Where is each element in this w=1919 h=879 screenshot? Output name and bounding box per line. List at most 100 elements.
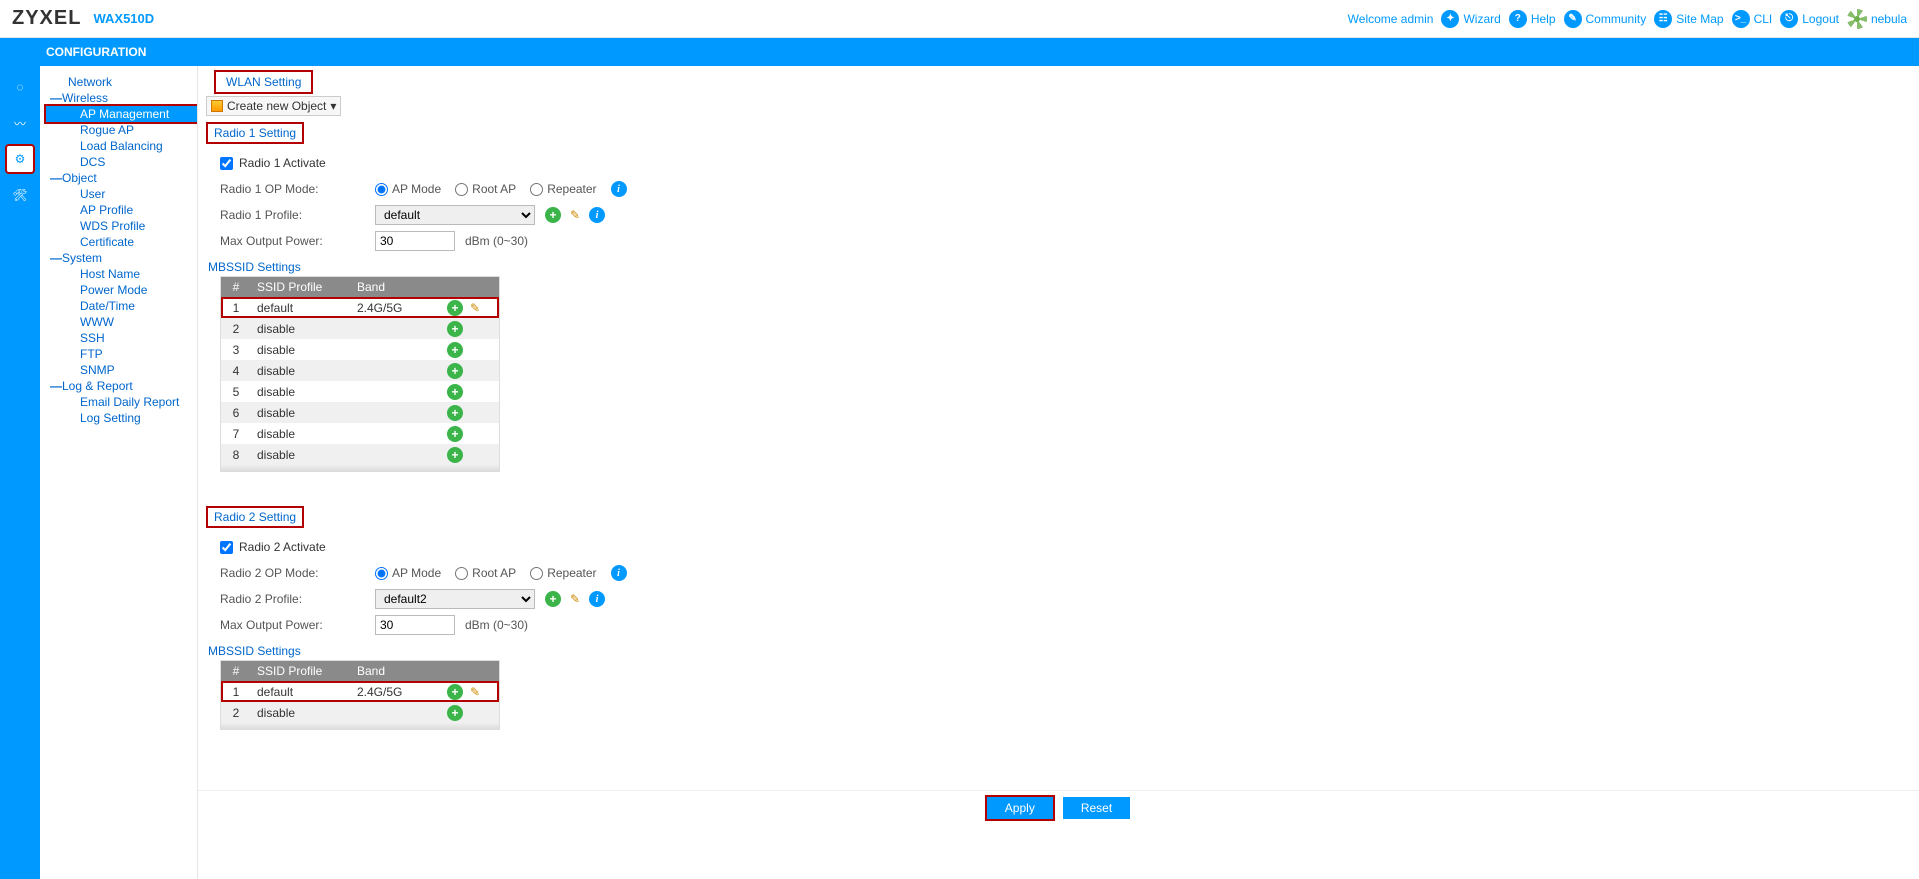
row-add-icon[interactable]: +	[447, 342, 463, 358]
nav-network[interactable]: Network	[46, 74, 197, 90]
radio1-activate-checkbox[interactable]	[220, 157, 233, 170]
nav-certificate[interactable]: Certificate	[46, 234, 197, 250]
row-index: 7	[221, 425, 251, 443]
nav-date-time[interactable]: Date/Time	[46, 298, 197, 314]
radio2-activate-checkbox[interactable]	[220, 541, 233, 554]
nav-dcs[interactable]: DCS	[46, 154, 197, 170]
row-add-icon[interactable]: +	[447, 363, 463, 379]
row-edit-icon[interactable]: ✎	[467, 300, 483, 316]
nav-wds-profile[interactable]: WDS Profile	[46, 218, 197, 234]
radio1-activate-label: Radio 1 Activate	[239, 156, 326, 170]
radio2-opmode-root[interactable]: Root AP	[455, 566, 516, 580]
row-add-icon[interactable]: +	[447, 321, 463, 337]
radio1-opmode-ap[interactable]: AP Mode	[375, 182, 441, 196]
row-ssid: default	[251, 683, 351, 701]
nav-system-label: System	[62, 251, 102, 265]
radio1-opmode-repeater[interactable]: Repeater	[530, 182, 596, 196]
radio2-opmode-info-icon[interactable]: i	[611, 565, 627, 581]
row-index: 5	[221, 383, 251, 401]
top-links: Welcome admin ✦Wizard ?Help ✎Community ☷…	[1348, 9, 1907, 29]
radio2-maxpower-input[interactable]	[375, 615, 455, 635]
radio2-profile-select[interactable]: default2	[375, 589, 535, 609]
nav-load-balancing[interactable]: Load Balancing	[46, 138, 197, 154]
col-ssid: SSID Profile	[251, 661, 351, 681]
row-add-icon[interactable]: +	[447, 384, 463, 400]
reset-button[interactable]: Reset	[1063, 797, 1130, 819]
nav-www[interactable]: WWW	[46, 314, 197, 330]
radio1-profile-select[interactable]: default	[375, 205, 535, 225]
radio1-table-scroll[interactable]	[221, 465, 499, 471]
row-add-icon[interactable]: +	[447, 405, 463, 421]
help-link[interactable]: ?Help	[1509, 10, 1556, 28]
nav-user[interactable]: User	[46, 186, 197, 202]
radio1-maxpower-unit: dBm (0~30)	[465, 234, 528, 248]
action-buttons: Apply Reset	[198, 790, 1919, 825]
radio1-opmode-root[interactable]: Root AP	[455, 182, 516, 196]
nav-system[interactable]: —System	[46, 250, 197, 266]
apply-button[interactable]: Apply	[987, 797, 1053, 819]
nav-ap-management[interactable]: AP Management	[46, 106, 197, 122]
radio1-table-header: # SSID Profile Band	[221, 277, 499, 297]
radio2-profile-label: Radio 2 Profile:	[220, 592, 375, 606]
radio1-maxpower-label: Max Output Power:	[220, 234, 375, 248]
cli-link[interactable]: >_CLI	[1732, 10, 1773, 28]
nav-email-daily-report[interactable]: Email Daily Report	[46, 394, 197, 410]
row-add-icon[interactable]: +	[447, 684, 463, 700]
nav-log-setting[interactable]: Log Setting	[46, 410, 197, 426]
row-add-icon[interactable]: +	[447, 705, 463, 721]
nav-object[interactable]: —Object	[46, 170, 197, 186]
nav-snmp[interactable]: SNMP	[46, 362, 197, 378]
radio2-table-scroll[interactable]	[221, 723, 499, 729]
content-pane: WLAN Setting Create new Object ▾ Radio 1…	[198, 66, 1919, 879]
table-row[interactable]: 2disable+	[221, 318, 499, 339]
radio2-opmode-ap[interactable]: AP Mode	[375, 566, 441, 580]
nav-log-report[interactable]: —Log & Report	[46, 378, 197, 394]
nav-wireless[interactable]: —Wireless	[46, 90, 197, 106]
table-row[interactable]: 8disable+	[221, 444, 499, 465]
radio1-maxpower-input[interactable]	[375, 231, 455, 251]
row-add-icon[interactable]: +	[447, 300, 463, 316]
radio1-profile-add-icon[interactable]: +	[545, 207, 561, 223]
rail-configuration-icon[interactable]: ⚙	[5, 144, 35, 174]
logout-link[interactable]: ⎋Logout	[1780, 10, 1839, 28]
radio2-opmode-repeater[interactable]: Repeater	[530, 566, 596, 580]
logout-icon: ⎋	[1780, 10, 1798, 28]
nav-host-name[interactable]: Host Name	[46, 266, 197, 282]
nebula-link[interactable]: nebula	[1847, 9, 1907, 29]
table-row[interactable]: 4disable+	[221, 360, 499, 381]
radio1-profile-edit-icon[interactable]: ✎	[567, 207, 583, 223]
row-edit-icon[interactable]: ✎	[467, 684, 483, 700]
object-icon	[211, 100, 223, 112]
radio1-profile-info-icon[interactable]: i	[589, 207, 605, 223]
nav-rogue-ap[interactable]: Rogue AP	[46, 122, 197, 138]
radio2-profile-info-icon[interactable]: i	[589, 591, 605, 607]
rail-dashboard-icon[interactable]: ◌	[5, 72, 35, 102]
row-add-icon[interactable]: +	[447, 426, 463, 442]
radio1-opmode-info-icon[interactable]: i	[611, 181, 627, 197]
table-row[interactable]: 3disable+	[221, 339, 499, 360]
wizard-link[interactable]: ✦Wizard	[1441, 10, 1500, 28]
create-new-object-menu[interactable]: Create new Object ▾	[206, 96, 341, 116]
col-n: #	[221, 277, 251, 297]
nav-ssh[interactable]: SSH	[46, 330, 197, 346]
table-row[interactable]: 2disable+	[221, 702, 499, 723]
nav-ap-profile[interactable]: AP Profile	[46, 202, 197, 218]
nav-ftp[interactable]: FTP	[46, 346, 197, 362]
radio2-profile-edit-icon[interactable]: ✎	[567, 591, 583, 607]
table-row[interactable]: 6disable+	[221, 402, 499, 423]
row-add-icon[interactable]: +	[447, 447, 463, 463]
radio2-profile-add-icon[interactable]: +	[545, 591, 561, 607]
table-row[interactable]: 1default2.4G/5G+✎	[221, 681, 499, 702]
table-row[interactable]: 5disable+	[221, 381, 499, 402]
side-nav: Network —Wireless AP Management Rogue AP…	[40, 66, 198, 879]
col-band: Band	[351, 661, 441, 681]
rail-maintenance-icon[interactable]: 🛠	[5, 180, 35, 210]
table-row[interactable]: 7disable+	[221, 423, 499, 444]
nav-power-mode[interactable]: Power Mode	[46, 282, 197, 298]
sitemap-link[interactable]: ☷Site Map	[1654, 10, 1723, 28]
table-row[interactable]: 1default2.4G/5G+✎	[221, 297, 499, 318]
rail-monitor-icon[interactable]: 〰	[5, 108, 35, 138]
nebula-icon	[1847, 9, 1867, 29]
community-link[interactable]: ✎Community	[1564, 10, 1647, 28]
tab-wlan-setting[interactable]: WLAN Setting	[214, 70, 313, 94]
